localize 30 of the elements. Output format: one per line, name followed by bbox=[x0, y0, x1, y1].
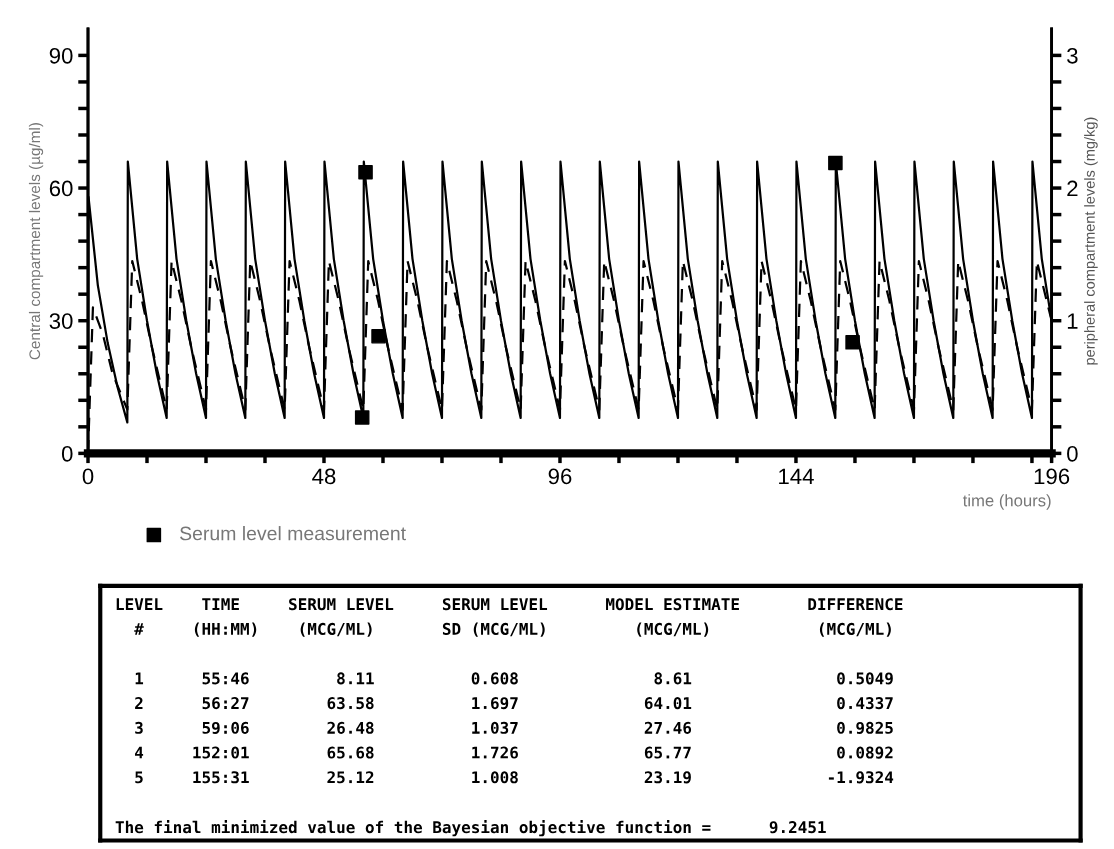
text: 3 59:06 26.48 1.037 27.46 0.9825 bbox=[135, 721, 893, 734]
point bbox=[371, 328, 386, 344]
point bbox=[354, 410, 370, 425]
y2-axis-title: peripheral compartment levels (mg/kg) bbox=[1084, 117, 1098, 365]
x-tick-label: 144 bbox=[779, 468, 814, 485]
text: LEVEL TIME SERUM LEVEL SERUM LEVEL MODEL ESTIMATE DIFFERENCE bbox=[116, 598, 903, 611]
point bbox=[828, 155, 843, 171]
text: 4 152:01 65.68 1.726 65.77 0.0892 bbox=[134, 746, 893, 759]
point bbox=[358, 164, 373, 180]
text: 1 55:46 8.11 0.608 8.61 0.5049 bbox=[135, 672, 893, 685]
legend-label: Serum level measurement bbox=[180, 526, 406, 541]
y-tick-label: 0 bbox=[61, 445, 73, 462]
text: # (HH:MM) (MCG/ML) SD (MCG/ML) (MCG/ML) (MCG/ML) bbox=[134, 622, 891, 637]
y2-tick-label: 2 bbox=[1067, 180, 1078, 197]
y-tick-label: 60 bbox=[49, 180, 73, 197]
point bbox=[845, 335, 860, 350]
x-tick-label: 48 bbox=[312, 468, 336, 485]
y2-tick-label: 1 bbox=[1067, 313, 1078, 329]
y2-tick-label: 0 bbox=[1067, 445, 1078, 462]
y-axis-title: Central compartment levels (µg/ml) bbox=[28, 123, 44, 360]
y-tick-label: 30 bbox=[49, 313, 73, 329]
x-axis-title: time (hours) bbox=[962, 494, 1051, 510]
y-tick-label: 90 bbox=[49, 47, 73, 64]
text: 2 56:27 63.58 1.697 64.01 0.4337 bbox=[135, 697, 893, 710]
text: 5 155:31 25.12 1.008 23.19 -1.9324 bbox=[135, 771, 894, 784]
x-tick-label: 196 bbox=[1034, 468, 1070, 485]
x-tick-label: 0 bbox=[82, 468, 94, 485]
text: The final minimized value of the Bayesian objective function = 9.2451 bbox=[115, 819, 826, 837]
x-tick-label: 96 bbox=[548, 468, 572, 485]
y2-tick-label: 3 bbox=[1067, 47, 1078, 64]
